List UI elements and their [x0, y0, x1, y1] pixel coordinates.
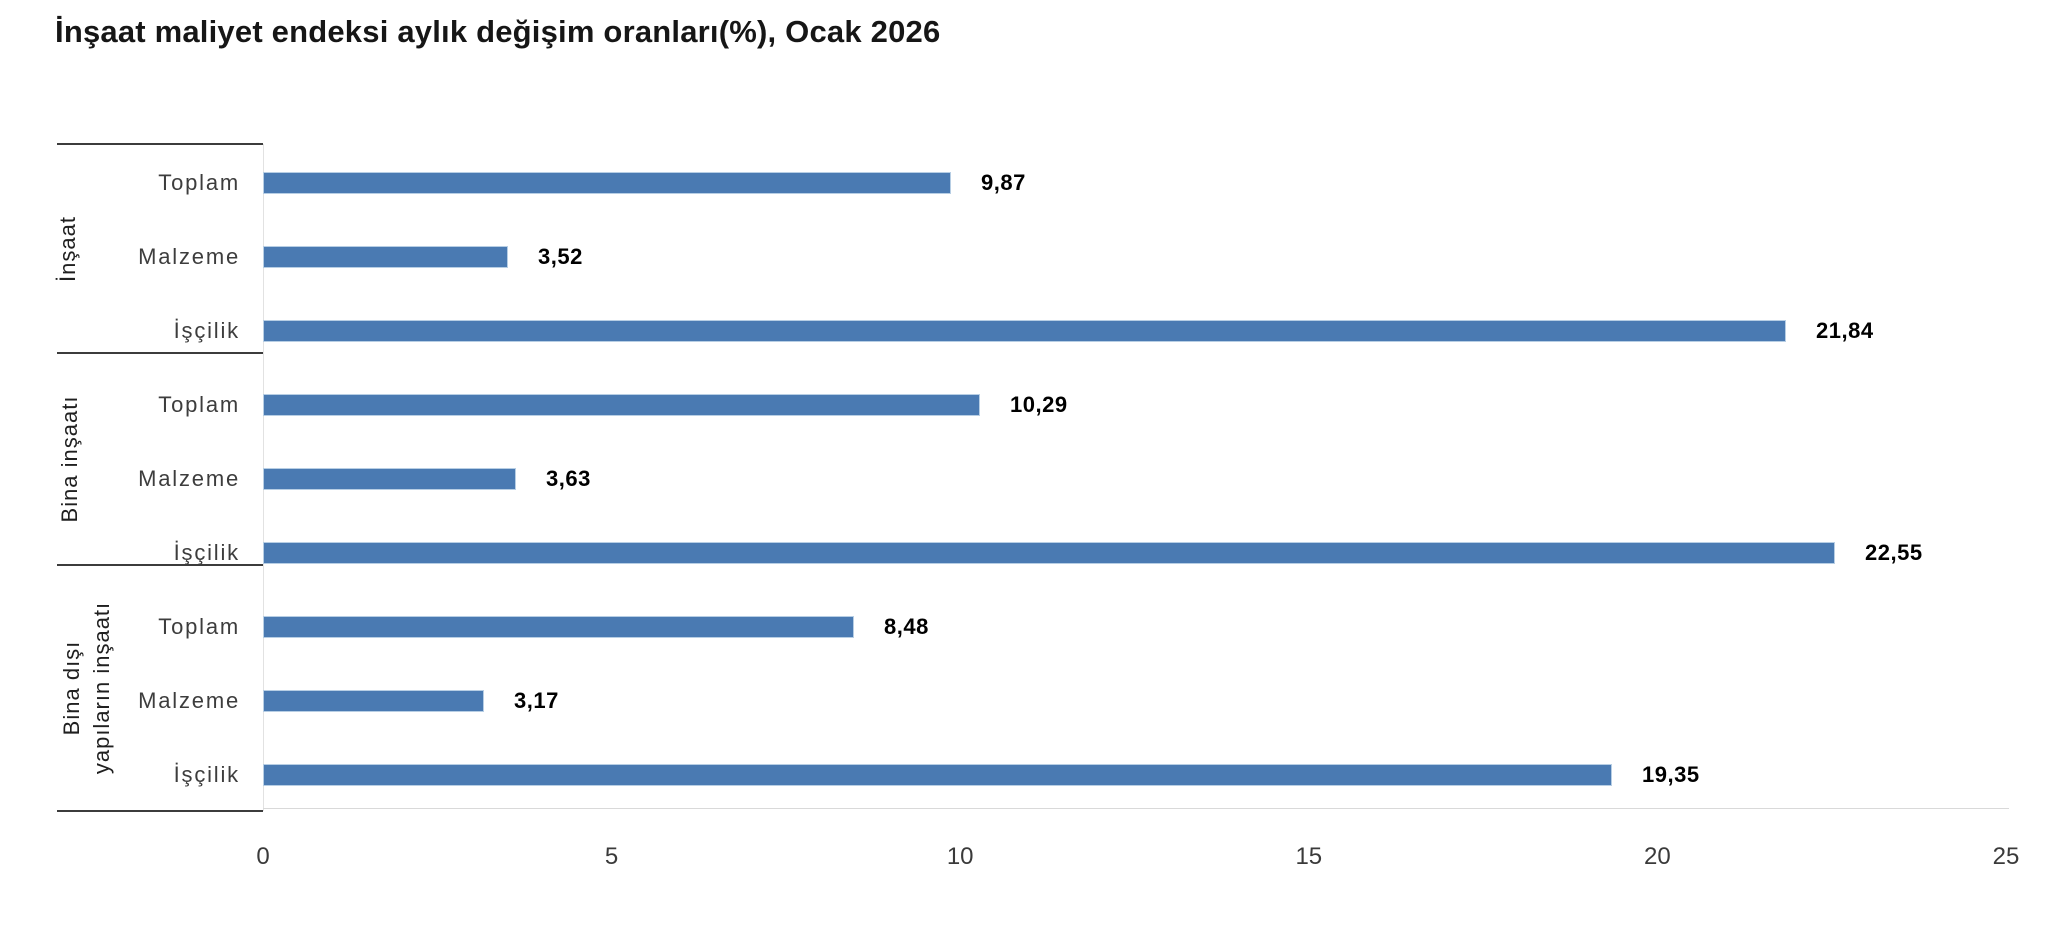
- group-label: Bina dışı yapıların inşaatı: [57, 478, 117, 898]
- group-separator: [57, 564, 263, 566]
- bar: [263, 764, 1612, 786]
- bar-value-label: 19,35: [1642, 762, 1700, 787]
- x-tick-label: 0: [256, 843, 270, 870]
- bar-value-label: 9,87: [981, 170, 1026, 195]
- row-label: İşçilik: [173, 318, 240, 343]
- row-label: İşçilik: [173, 540, 240, 565]
- bar-value-label: 21,84: [1816, 318, 1874, 343]
- group-separator: [57, 352, 263, 354]
- row-label: Malzeme: [138, 244, 240, 269]
- bar: [263, 320, 1786, 342]
- bar-value-label: 3,52: [538, 244, 583, 269]
- bar: [263, 468, 516, 490]
- bar-value-label: 22,55: [1865, 540, 1923, 565]
- x-tick-label: 5: [604, 843, 619, 870]
- group-label-line: yapıların inşaatı: [89, 601, 114, 775]
- bar: [263, 246, 508, 268]
- x-tick-label: 25: [1992, 843, 2020, 870]
- bar: [263, 172, 951, 194]
- group-label-line: Bina dışı: [59, 640, 84, 736]
- x-tick-label: 10: [946, 843, 974, 870]
- x-axis-line: [263, 808, 2009, 809]
- bar: [263, 394, 980, 416]
- bar: [263, 690, 484, 712]
- bar-value-label: 3,17: [514, 688, 559, 713]
- bar-value-label: 8,48: [884, 614, 929, 639]
- row-label: İşçilik: [173, 762, 240, 787]
- row-label: Toplam: [158, 170, 240, 195]
- bar-value-label: 10,29: [1010, 392, 1068, 417]
- x-tick-label: 15: [1295, 843, 1323, 870]
- x-tick-label: 20: [1644, 843, 1671, 870]
- bar: [263, 616, 854, 638]
- group-separator: [57, 810, 263, 812]
- chart-title: İnşaat maliyet endeksi aylık değişim ora…: [55, 14, 941, 49]
- group-separator: [57, 143, 263, 145]
- row-label: Toplam: [158, 392, 240, 417]
- bar: [263, 542, 1835, 564]
- row-label: Toplam: [158, 614, 240, 639]
- row-label: Malzeme: [138, 466, 240, 491]
- bar-value-label: 3,63: [546, 466, 591, 491]
- row-label: Malzeme: [138, 688, 240, 713]
